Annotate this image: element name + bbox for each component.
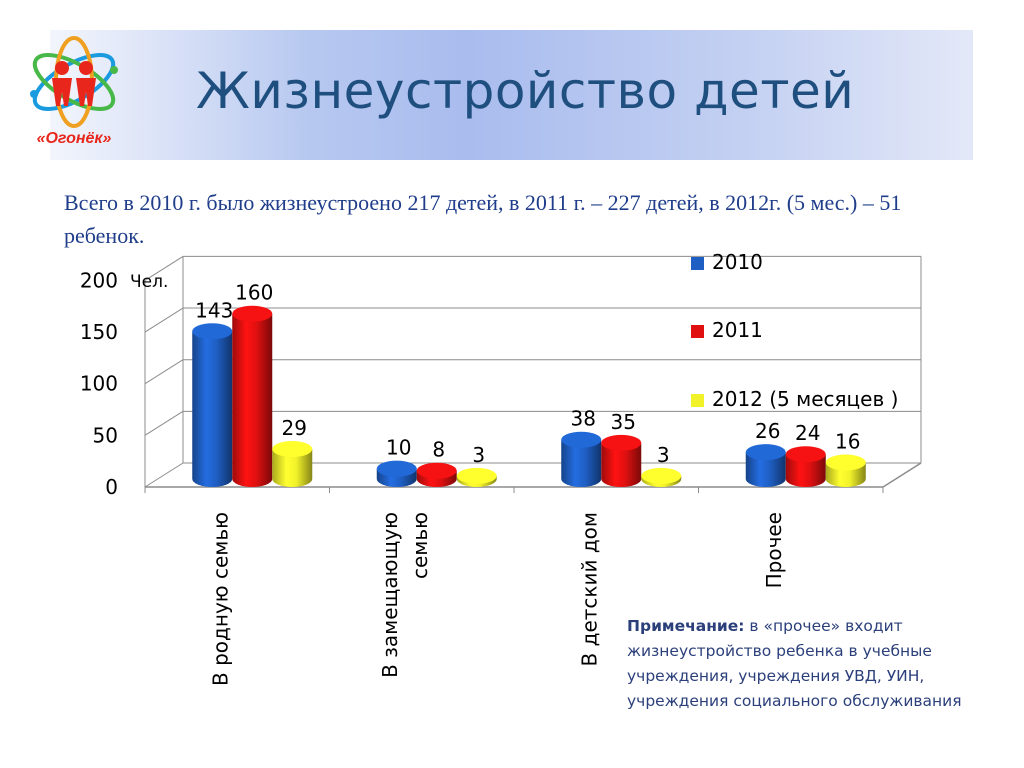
legend-label: 2010 bbox=[712, 250, 763, 274]
bar-top bbox=[601, 434, 642, 451]
legend-swatch bbox=[691, 394, 704, 407]
data-label: 10 bbox=[386, 436, 411, 460]
data-label: 24 bbox=[795, 421, 820, 445]
note-text: в «прочее» входит жизнеустройство ребенк… bbox=[627, 617, 962, 710]
data-label: 26 bbox=[755, 419, 780, 443]
legend-swatch bbox=[691, 257, 704, 270]
floor-right-edge bbox=[882, 462, 922, 488]
bar-top bbox=[416, 462, 457, 479]
category-label: Прочее bbox=[762, 512, 786, 588]
bar bbox=[232, 313, 273, 487]
logo-icon bbox=[30, 36, 118, 128]
bar bbox=[745, 452, 786, 487]
bar-top bbox=[272, 441, 313, 458]
category-label: семью bbox=[408, 512, 432, 579]
y-tick-label: 150 bbox=[80, 320, 118, 344]
category-label: В родную семью bbox=[208, 512, 232, 686]
data-label: 143 bbox=[195, 298, 233, 322]
bar-top bbox=[825, 454, 866, 471]
gridline-side bbox=[144, 307, 184, 333]
note-block: Примечание: в «прочее» входит жизнеустро… bbox=[627, 614, 1007, 714]
bar bbox=[561, 439, 602, 487]
gridline-side bbox=[144, 462, 184, 488]
bar bbox=[272, 449, 313, 487]
data-label: 35 bbox=[611, 410, 636, 434]
bar-top bbox=[456, 467, 497, 484]
y-tick-label: 50 bbox=[93, 423, 118, 447]
bar bbox=[785, 454, 826, 487]
bar-top bbox=[785, 446, 826, 463]
logo-text: «Огонёк» bbox=[36, 130, 112, 147]
bar-top bbox=[192, 323, 233, 340]
gridline-side bbox=[144, 359, 184, 385]
page-title: Жизнеустройство детей bbox=[196, 62, 855, 120]
legend-label: 2011 bbox=[712, 318, 763, 342]
gridline-side bbox=[144, 255, 184, 281]
y-tick-label: 0 bbox=[105, 475, 118, 499]
bar-top bbox=[561, 431, 602, 448]
data-label: 160 bbox=[235, 281, 273, 305]
data-label: 29 bbox=[282, 416, 307, 440]
y-tick-label: 200 bbox=[80, 268, 118, 292]
data-label: 3 bbox=[472, 443, 485, 467]
bar-top bbox=[641, 467, 682, 484]
gridline-side bbox=[144, 410, 184, 436]
summary-text: Всего в 2010 г. было жизнеустроено 217 д… bbox=[64, 190, 902, 248]
legend-label: 2012 (5 месяцев ) bbox=[712, 387, 898, 411]
bar-top bbox=[745, 444, 786, 461]
bar-top bbox=[376, 460, 417, 477]
y-tick-label: 100 bbox=[80, 372, 118, 396]
bar bbox=[192, 331, 233, 487]
category-label: В замещающую bbox=[378, 512, 402, 678]
bar-top bbox=[232, 305, 273, 322]
bar bbox=[601, 442, 642, 487]
data-label: 16 bbox=[835, 429, 860, 453]
legend-swatch bbox=[691, 325, 704, 338]
data-label: 38 bbox=[571, 407, 596, 431]
title-banner bbox=[50, 30, 973, 160]
category-label: В детский дом bbox=[577, 512, 601, 666]
data-label: 8 bbox=[432, 438, 445, 462]
note-label: Примечание: bbox=[627, 617, 745, 635]
data-label: 3 bbox=[657, 443, 670, 467]
y-axis-label: Чел. bbox=[130, 272, 168, 292]
